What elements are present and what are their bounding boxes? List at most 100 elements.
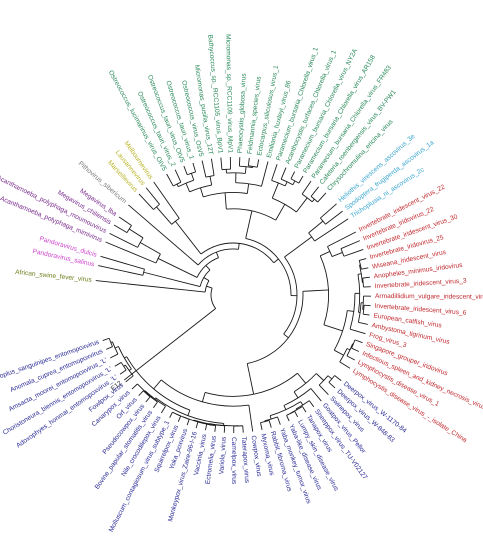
branch xyxy=(340,240,361,250)
branch xyxy=(362,276,370,279)
branch xyxy=(246,363,250,374)
branch xyxy=(109,232,138,248)
branch xyxy=(185,182,190,192)
branch xyxy=(139,242,161,255)
branch xyxy=(346,355,355,361)
branch xyxy=(238,243,240,250)
branch xyxy=(175,221,194,245)
branch xyxy=(200,187,204,198)
branch xyxy=(320,251,331,257)
branch xyxy=(182,270,198,278)
branch xyxy=(123,319,202,381)
branch-arc xyxy=(349,293,356,330)
branch xyxy=(177,415,182,422)
branch-arc xyxy=(204,372,298,397)
branch xyxy=(128,228,144,239)
branch xyxy=(261,161,269,187)
branch xyxy=(308,220,324,234)
branch xyxy=(201,392,206,402)
branch xyxy=(334,349,344,356)
branch xyxy=(153,181,180,219)
leaf-label: Phaeocystis_globosa_virus xyxy=(237,73,248,154)
branch xyxy=(138,390,144,397)
branch xyxy=(320,203,337,219)
branch xyxy=(346,348,351,351)
branch xyxy=(102,337,110,341)
leaf-label: Pithovirus_sibericum xyxy=(77,160,128,205)
branch-arc xyxy=(178,179,194,188)
branch xyxy=(246,183,250,194)
branch xyxy=(114,346,119,349)
branch xyxy=(214,425,217,432)
leaf-label: African_swine_fever_virus xyxy=(15,269,93,284)
branch xyxy=(201,160,207,178)
branch-arc xyxy=(308,232,315,242)
branch xyxy=(224,192,227,210)
branch xyxy=(358,321,368,325)
branch-arc xyxy=(203,192,248,198)
branch xyxy=(290,236,312,253)
branch xyxy=(311,198,315,203)
branch xyxy=(284,181,288,187)
branch xyxy=(327,231,356,247)
branch-arc xyxy=(295,400,310,410)
branch xyxy=(339,361,351,369)
branch xyxy=(283,333,289,339)
branch xyxy=(298,175,304,184)
branch xyxy=(269,415,272,420)
branch-arc xyxy=(357,302,362,323)
branch xyxy=(183,165,188,175)
branch-arc xyxy=(269,401,301,417)
branch xyxy=(248,404,254,432)
branch xyxy=(310,186,320,197)
branch xyxy=(201,308,216,320)
branch xyxy=(247,157,250,166)
branch-arc xyxy=(340,248,345,257)
branch-arc xyxy=(351,339,356,349)
branch xyxy=(284,251,292,258)
leaf-label: Armadillidium_vulgare_iridescent_virus xyxy=(375,293,483,301)
branch xyxy=(359,258,367,261)
branch xyxy=(260,422,263,430)
branch xyxy=(308,400,315,408)
branch xyxy=(160,405,166,414)
leaf-label: Infectious_spleen_and_kidney_necrosis_vi… xyxy=(361,350,483,412)
branch-arc xyxy=(248,165,258,168)
branch-arc xyxy=(171,218,180,225)
branch xyxy=(318,384,329,396)
branch xyxy=(297,372,307,384)
branch xyxy=(273,258,279,264)
branch-arc xyxy=(125,364,134,377)
branch xyxy=(331,252,343,257)
branch xyxy=(300,401,304,406)
branch-arc xyxy=(120,362,127,371)
branch-arc xyxy=(358,260,362,270)
branch-arc xyxy=(210,287,217,309)
branch xyxy=(292,180,296,185)
branch xyxy=(361,267,369,270)
branch-arc xyxy=(173,181,182,187)
branch xyxy=(347,310,354,312)
branch xyxy=(314,218,349,242)
branch xyxy=(192,162,197,173)
branch xyxy=(128,368,132,371)
branch xyxy=(343,249,364,257)
branch-arc xyxy=(339,348,348,363)
branch xyxy=(156,206,172,225)
branch-arc xyxy=(301,193,313,203)
branch xyxy=(245,228,249,239)
branch xyxy=(123,364,126,367)
branch xyxy=(193,244,202,255)
branch-arc xyxy=(226,172,246,174)
branch xyxy=(118,216,132,226)
branch-arc xyxy=(126,225,132,233)
branch-arc xyxy=(126,356,191,411)
branch xyxy=(256,159,260,168)
branch xyxy=(95,280,186,291)
branch xyxy=(190,173,195,181)
branch xyxy=(125,375,134,383)
branch xyxy=(296,197,308,213)
branch xyxy=(310,388,322,402)
branch-arc xyxy=(247,291,304,364)
